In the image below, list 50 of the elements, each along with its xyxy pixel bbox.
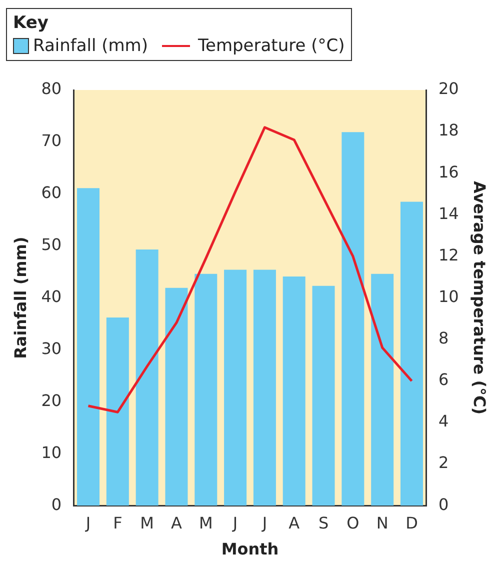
legend-label: Temperature (°C) <box>198 36 345 56</box>
y-tick-label: 80 <box>41 79 62 98</box>
x-axis-title: Month <box>221 540 279 559</box>
x-tick-label: O <box>346 513 360 532</box>
y2-tick-label: 12 <box>438 245 459 264</box>
y2-tick-label: 6 <box>438 370 449 390</box>
y-tick-label: 60 <box>41 183 62 202</box>
y2-tick-label: 4 <box>438 412 449 431</box>
y-tick-label: 50 <box>41 235 62 254</box>
y2-tick-label: 20 <box>438 79 459 98</box>
y2-axis-title: Average temperature (°C) <box>470 181 490 415</box>
y-tick-label: 20 <box>41 390 62 410</box>
x-tick-label: J <box>261 513 268 532</box>
bar <box>224 270 247 506</box>
bar <box>136 249 158 506</box>
y2-tick-label: 2 <box>438 453 449 472</box>
bar <box>312 286 335 506</box>
x-tick-label: S <box>318 513 329 532</box>
bar <box>282 276 306 506</box>
y2-tick-label: 8 <box>438 328 449 348</box>
bar <box>371 274 394 506</box>
y2-tick-label: 10 <box>438 286 459 306</box>
y-tick-label: 40 <box>41 286 62 306</box>
y2-tick-label: 16 <box>438 162 459 182</box>
x-tick-label: N <box>376 513 388 532</box>
bar <box>106 318 129 506</box>
y2-tick-label: 0 <box>438 494 449 514</box>
y-tick-label: 30 <box>41 338 62 358</box>
bar <box>400 202 423 506</box>
y-tick-label: 10 <box>41 442 62 462</box>
x-tick-label: J <box>232 513 238 532</box>
x-tick-label: F <box>113 513 122 532</box>
y2-tick-label: 18 <box>438 120 459 140</box>
bar <box>165 288 188 506</box>
x-tick-label: M <box>140 513 154 532</box>
y-tick-label: 0 <box>51 494 62 514</box>
x-tick-label: J <box>84 513 91 532</box>
legend-label: Rainfall (mm) <box>33 36 148 56</box>
y-axis-title: Rainfall (mm) <box>10 236 30 359</box>
bar <box>77 188 100 506</box>
x-tick-label: A <box>288 513 300 532</box>
bar <box>253 270 276 506</box>
bar <box>194 274 218 506</box>
legend-title: Key <box>13 13 50 33</box>
bar <box>342 132 364 506</box>
y-tick-label: 70 <box>41 131 62 150</box>
x-tick-label: D <box>406 513 418 532</box>
x-tick-label: A <box>171 513 182 532</box>
x-tick-label: M <box>198 513 213 532</box>
y2-tick-label: 14 <box>438 204 459 223</box>
